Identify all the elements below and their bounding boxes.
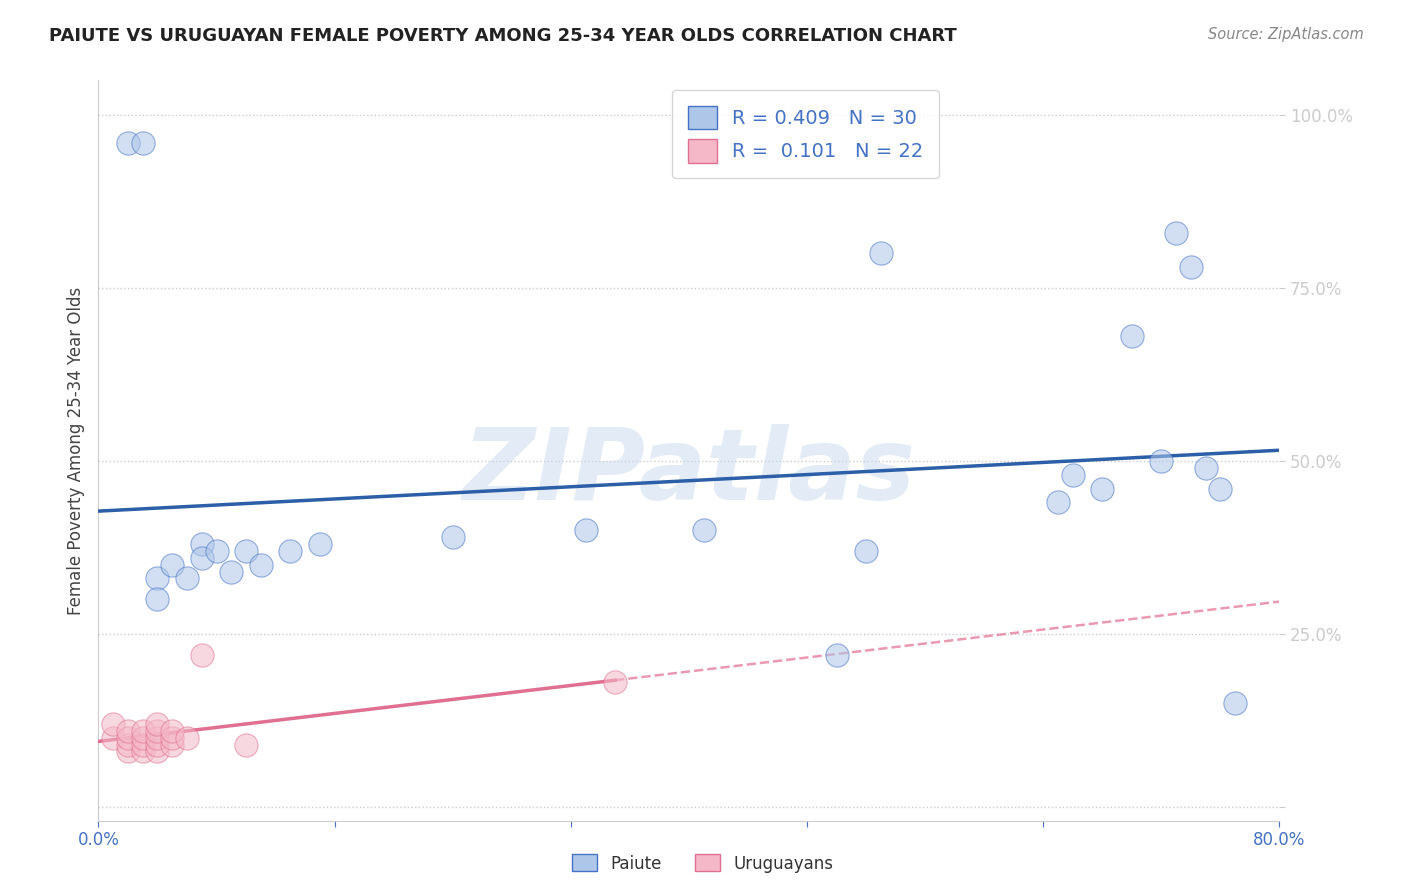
Text: PAIUTE VS URUGUAYAN FEMALE POVERTY AMONG 25-34 YEAR OLDS CORRELATION CHART: PAIUTE VS URUGUAYAN FEMALE POVERTY AMONG… [49, 27, 957, 45]
Point [191, 648, 214, 662]
Point [855, 543, 877, 558]
Point [146, 716, 169, 731]
Point [1209, 482, 1232, 496]
Point [103, 716, 125, 731]
Point [191, 537, 214, 551]
Y-axis label: Female Poverty Among 25-34 Year Olds: Female Poverty Among 25-34 Year Olds [66, 286, 84, 615]
Point [146, 572, 169, 586]
Point [132, 731, 155, 745]
Point [117, 744, 139, 758]
Point [146, 723, 169, 738]
Point [117, 738, 139, 752]
Point [146, 731, 169, 745]
Text: ZIPatlas: ZIPatlas [463, 425, 915, 521]
Point [1166, 226, 1188, 240]
Point [280, 543, 302, 558]
Point [235, 543, 257, 558]
Point [309, 537, 332, 551]
Point [1062, 467, 1084, 482]
Point [176, 572, 198, 586]
Point [693, 523, 716, 537]
Point [132, 744, 155, 758]
Point [250, 558, 273, 572]
Point [176, 731, 198, 745]
Point [205, 543, 228, 558]
Point [1121, 329, 1143, 343]
Legend: Paiute, Uruguayans: Paiute, Uruguayans [565, 847, 841, 880]
Point [1091, 482, 1114, 496]
Point [117, 731, 139, 745]
Point [1225, 696, 1247, 710]
Point [146, 744, 169, 758]
Point [870, 246, 893, 260]
Point [146, 592, 169, 607]
Point [235, 738, 257, 752]
Point [575, 523, 598, 537]
Point [1195, 460, 1218, 475]
Point [1180, 260, 1202, 274]
Point [117, 136, 139, 150]
Point [191, 550, 214, 565]
Point [605, 675, 627, 690]
Point [132, 136, 155, 150]
Point [132, 723, 155, 738]
Point [103, 731, 125, 745]
Legend: R = 0.409   N = 30, R =  0.101   N = 22: R = 0.409 N = 30, R = 0.101 N = 22 [672, 90, 939, 178]
Point [162, 731, 183, 745]
Text: Source: ZipAtlas.com: Source: ZipAtlas.com [1208, 27, 1364, 42]
Point [162, 558, 183, 572]
Point [117, 723, 139, 738]
Point [146, 738, 169, 752]
Point [825, 648, 848, 662]
Point [1150, 454, 1173, 468]
Point [441, 530, 464, 544]
Point [1046, 495, 1070, 509]
Point [221, 565, 243, 579]
Point [162, 723, 183, 738]
Point [162, 738, 183, 752]
Point [132, 738, 155, 752]
